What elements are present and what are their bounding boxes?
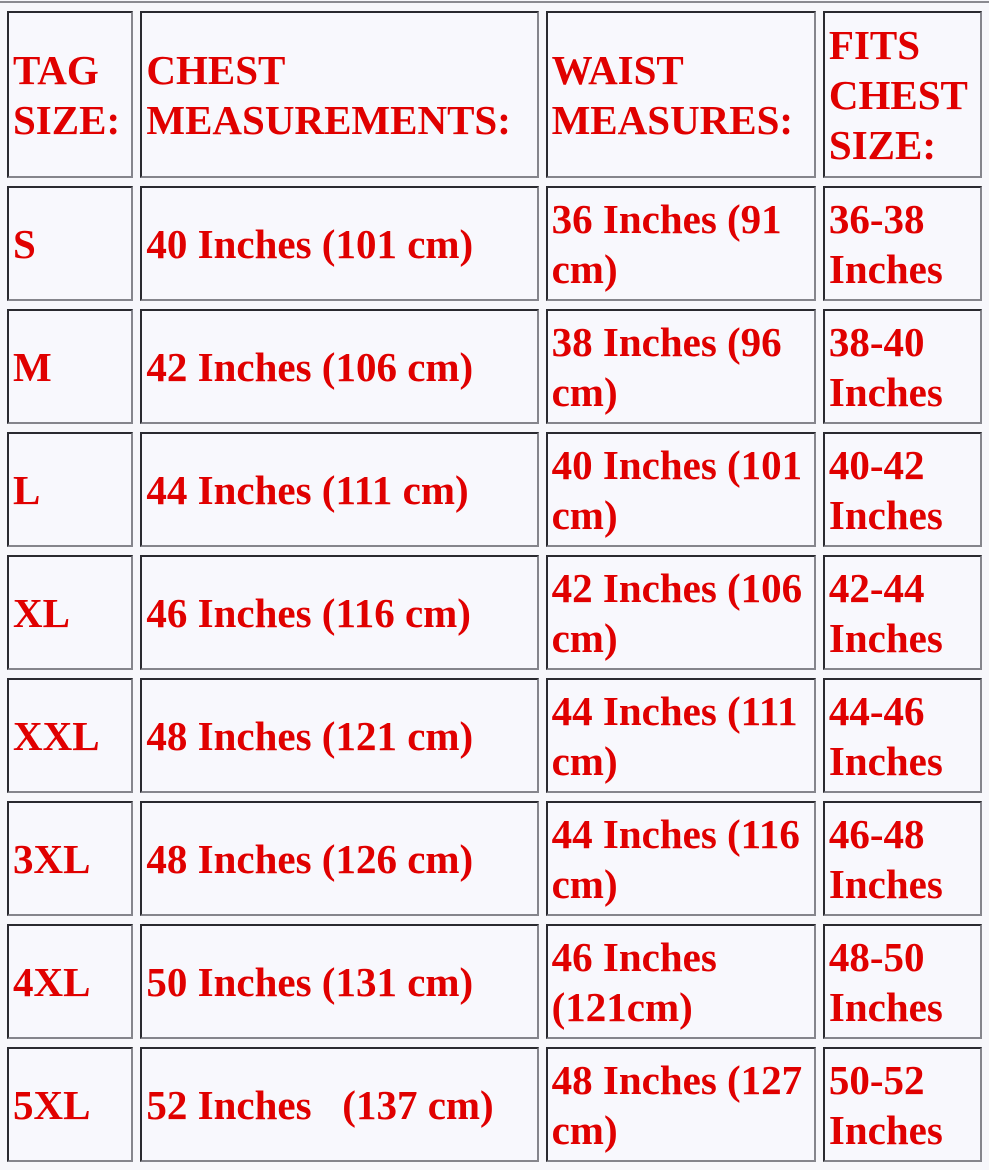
tag-size-cell: S <box>7 186 134 301</box>
waist-cell: 44 Inches (116 cm) <box>545 801 816 916</box>
waist-cell: 40 Inches (101 cm) <box>545 432 816 547</box>
header-row: TAG SIZE: CHEST MEASUREMENTS: WAIST MEAS… <box>7 11 982 178</box>
fits-chest-cell: 48-50 Inches <box>822 924 982 1039</box>
waist-cell: 36 Inches (91 cm) <box>545 186 816 301</box>
waist-cell: 38 Inches (96 cm) <box>545 309 816 424</box>
waist-cell: 48 Inches (127 cm) <box>545 1047 816 1162</box>
header-fits-chest: FITS CHEST SIZE: <box>822 11 982 178</box>
table-row: 5XL 52 Inches (137 cm) 48 Inches (127 cm) 5… <box>7 1047 982 1162</box>
fits-chest-cell: 44-46 Inches <box>822 678 982 793</box>
table-row: XXL 48 Inches (121 cm) 44 Inches (111 cm) 4… <box>7 678 982 793</box>
top-divider <box>0 1 989 3</box>
chest-cell: 52 Inches (137 cm) <box>140 1047 539 1162</box>
table-row: XL 46 Inches (116 cm) 42 Inches (106 cm) 42… <box>7 555 982 670</box>
tag-size-cell: M <box>7 309 134 424</box>
waist-cell: 46 Inches (121cm) <box>545 924 816 1039</box>
table-row: 4XL 50 Inches (131 cm) 46 Inches (121cm) 48… <box>7 924 982 1039</box>
chest-cell: 46 Inches (116 cm) <box>140 555 539 670</box>
table-row: M 42 Inches (106 cm) 38 Inches (96 cm) 38-4… <box>7 309 982 424</box>
fits-chest-cell: 38-40 Inches <box>822 309 982 424</box>
fits-chest-cell: 40-42 Inches <box>822 432 982 547</box>
chest-cell: 50 Inches (131 cm) <box>140 924 539 1039</box>
waist-cell: 44 Inches (111 cm) <box>545 678 816 793</box>
chest-cell: 48 Inches (126 cm) <box>140 801 539 916</box>
waist-cell: 42 Inches (106 cm) <box>545 555 816 670</box>
chest-cell: 40 Inches (101 cm) <box>140 186 539 301</box>
tag-size-cell: 3XL <box>7 801 134 916</box>
table-row: L 44 Inches (111 cm) 40 Inches (101 cm) 40-… <box>7 432 982 547</box>
tag-size-cell: 5XL <box>7 1047 134 1162</box>
fits-chest-cell: 46-48 Inches <box>822 801 982 916</box>
header-waist: WAIST MEASURES: <box>545 11 816 178</box>
tag-size-cell: XXL <box>7 678 134 793</box>
tag-size-cell: XL <box>7 555 134 670</box>
table-row: 3XL 48 Inches (126 cm) 44 Inches (116 cm) 4… <box>7 801 982 916</box>
table-row: S 40 Inches (101 cm) 36 Inches (91 cm) 36-3… <box>7 186 982 301</box>
size-chart-table: TAG SIZE: CHEST MEASUREMENTS: WAIST MEAS… <box>0 3 989 1170</box>
chest-cell: 48 Inches (121 cm) <box>140 678 539 793</box>
fits-chest-cell: 36-38 Inches <box>822 186 982 301</box>
chest-cell: 44 Inches (111 cm) <box>140 432 539 547</box>
fits-chest-cell: 50-52 Inches <box>822 1047 982 1162</box>
fits-chest-cell: 42-44 Inches <box>822 555 982 670</box>
chest-cell: 42 Inches (106 cm) <box>140 309 539 424</box>
header-tag-size: TAG SIZE: <box>7 11 134 178</box>
tag-size-cell: 4XL <box>7 924 134 1039</box>
tag-size-cell: L <box>7 432 134 547</box>
header-chest: CHEST MEASUREMENTS: <box>140 11 539 178</box>
